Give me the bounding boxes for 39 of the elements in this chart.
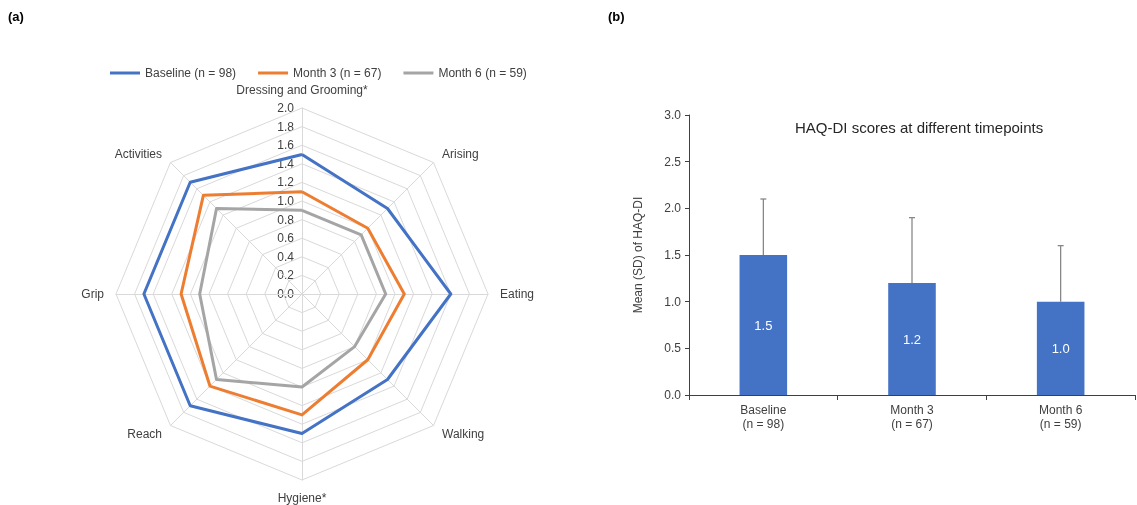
y-axis-title: Mean (SD) of HAQ-DI [631, 196, 645, 314]
chart-title: HAQ-DI scores at different timepoints [795, 119, 1044, 136]
data-label: 1.2 [902, 331, 922, 347]
spoke-label: Eating [500, 287, 535, 301]
bar [888, 283, 936, 395]
text: (a) [8, 9, 24, 24]
spoke-label: Arising [442, 146, 479, 161]
y-tick-label: 1.8 [277, 119, 295, 134]
y-tick-label: 0.6 [277, 231, 295, 246]
legend-label: Month 6 (n = 59) [438, 66, 527, 80]
y-tick-label: 1.6 [277, 138, 295, 153]
y-tick-label: 3.0 [664, 108, 682, 122]
x-tick-label: Baseline (n = 98) [740, 403, 787, 431]
data-label: 1.0 [1051, 340, 1070, 356]
y-tick-label: 2.5 [664, 154, 682, 169]
y-tick-label: 2.0 [664, 201, 682, 216]
y-tick-label: 0.4 [277, 249, 295, 264]
y-tick-label: 2.0 [277, 101, 295, 115]
bar [1036, 301, 1085, 395]
bar [739, 255, 788, 395]
spoke-label: Dressing and Grooming* [236, 83, 369, 97]
y-tick-label: 0.0 [664, 388, 682, 402]
legend-label: Month 3 (n = 67) [293, 66, 382, 80]
x-tick-label: Month 6 (n = 59) [1038, 403, 1083, 431]
y-tick-label: 1.0 [664, 294, 682, 309]
spoke-label: Reach [127, 427, 162, 442]
spoke-label: Walking [442, 427, 485, 442]
spoke-label: Grip [81, 287, 105, 301]
y-tick-label: 1.5 [664, 248, 682, 262]
spoke-label: Hygiene* [277, 491, 327, 505]
y-tick-label: 0.5 [664, 341, 682, 356]
x-tick-label: Month 3 (n = 67) [890, 403, 935, 431]
y-tick-label: 1.0 [277, 194, 295, 208]
y-tick-label: 0.8 [277, 212, 295, 227]
y-tick-label: 1.2 [277, 175, 295, 190]
legend-label: Baseline (n = 98) [145, 66, 237, 80]
spoke-label: Activities [114, 146, 162, 161]
data-label: 1.5 [754, 317, 773, 333]
text: (b) [608, 9, 625, 24]
